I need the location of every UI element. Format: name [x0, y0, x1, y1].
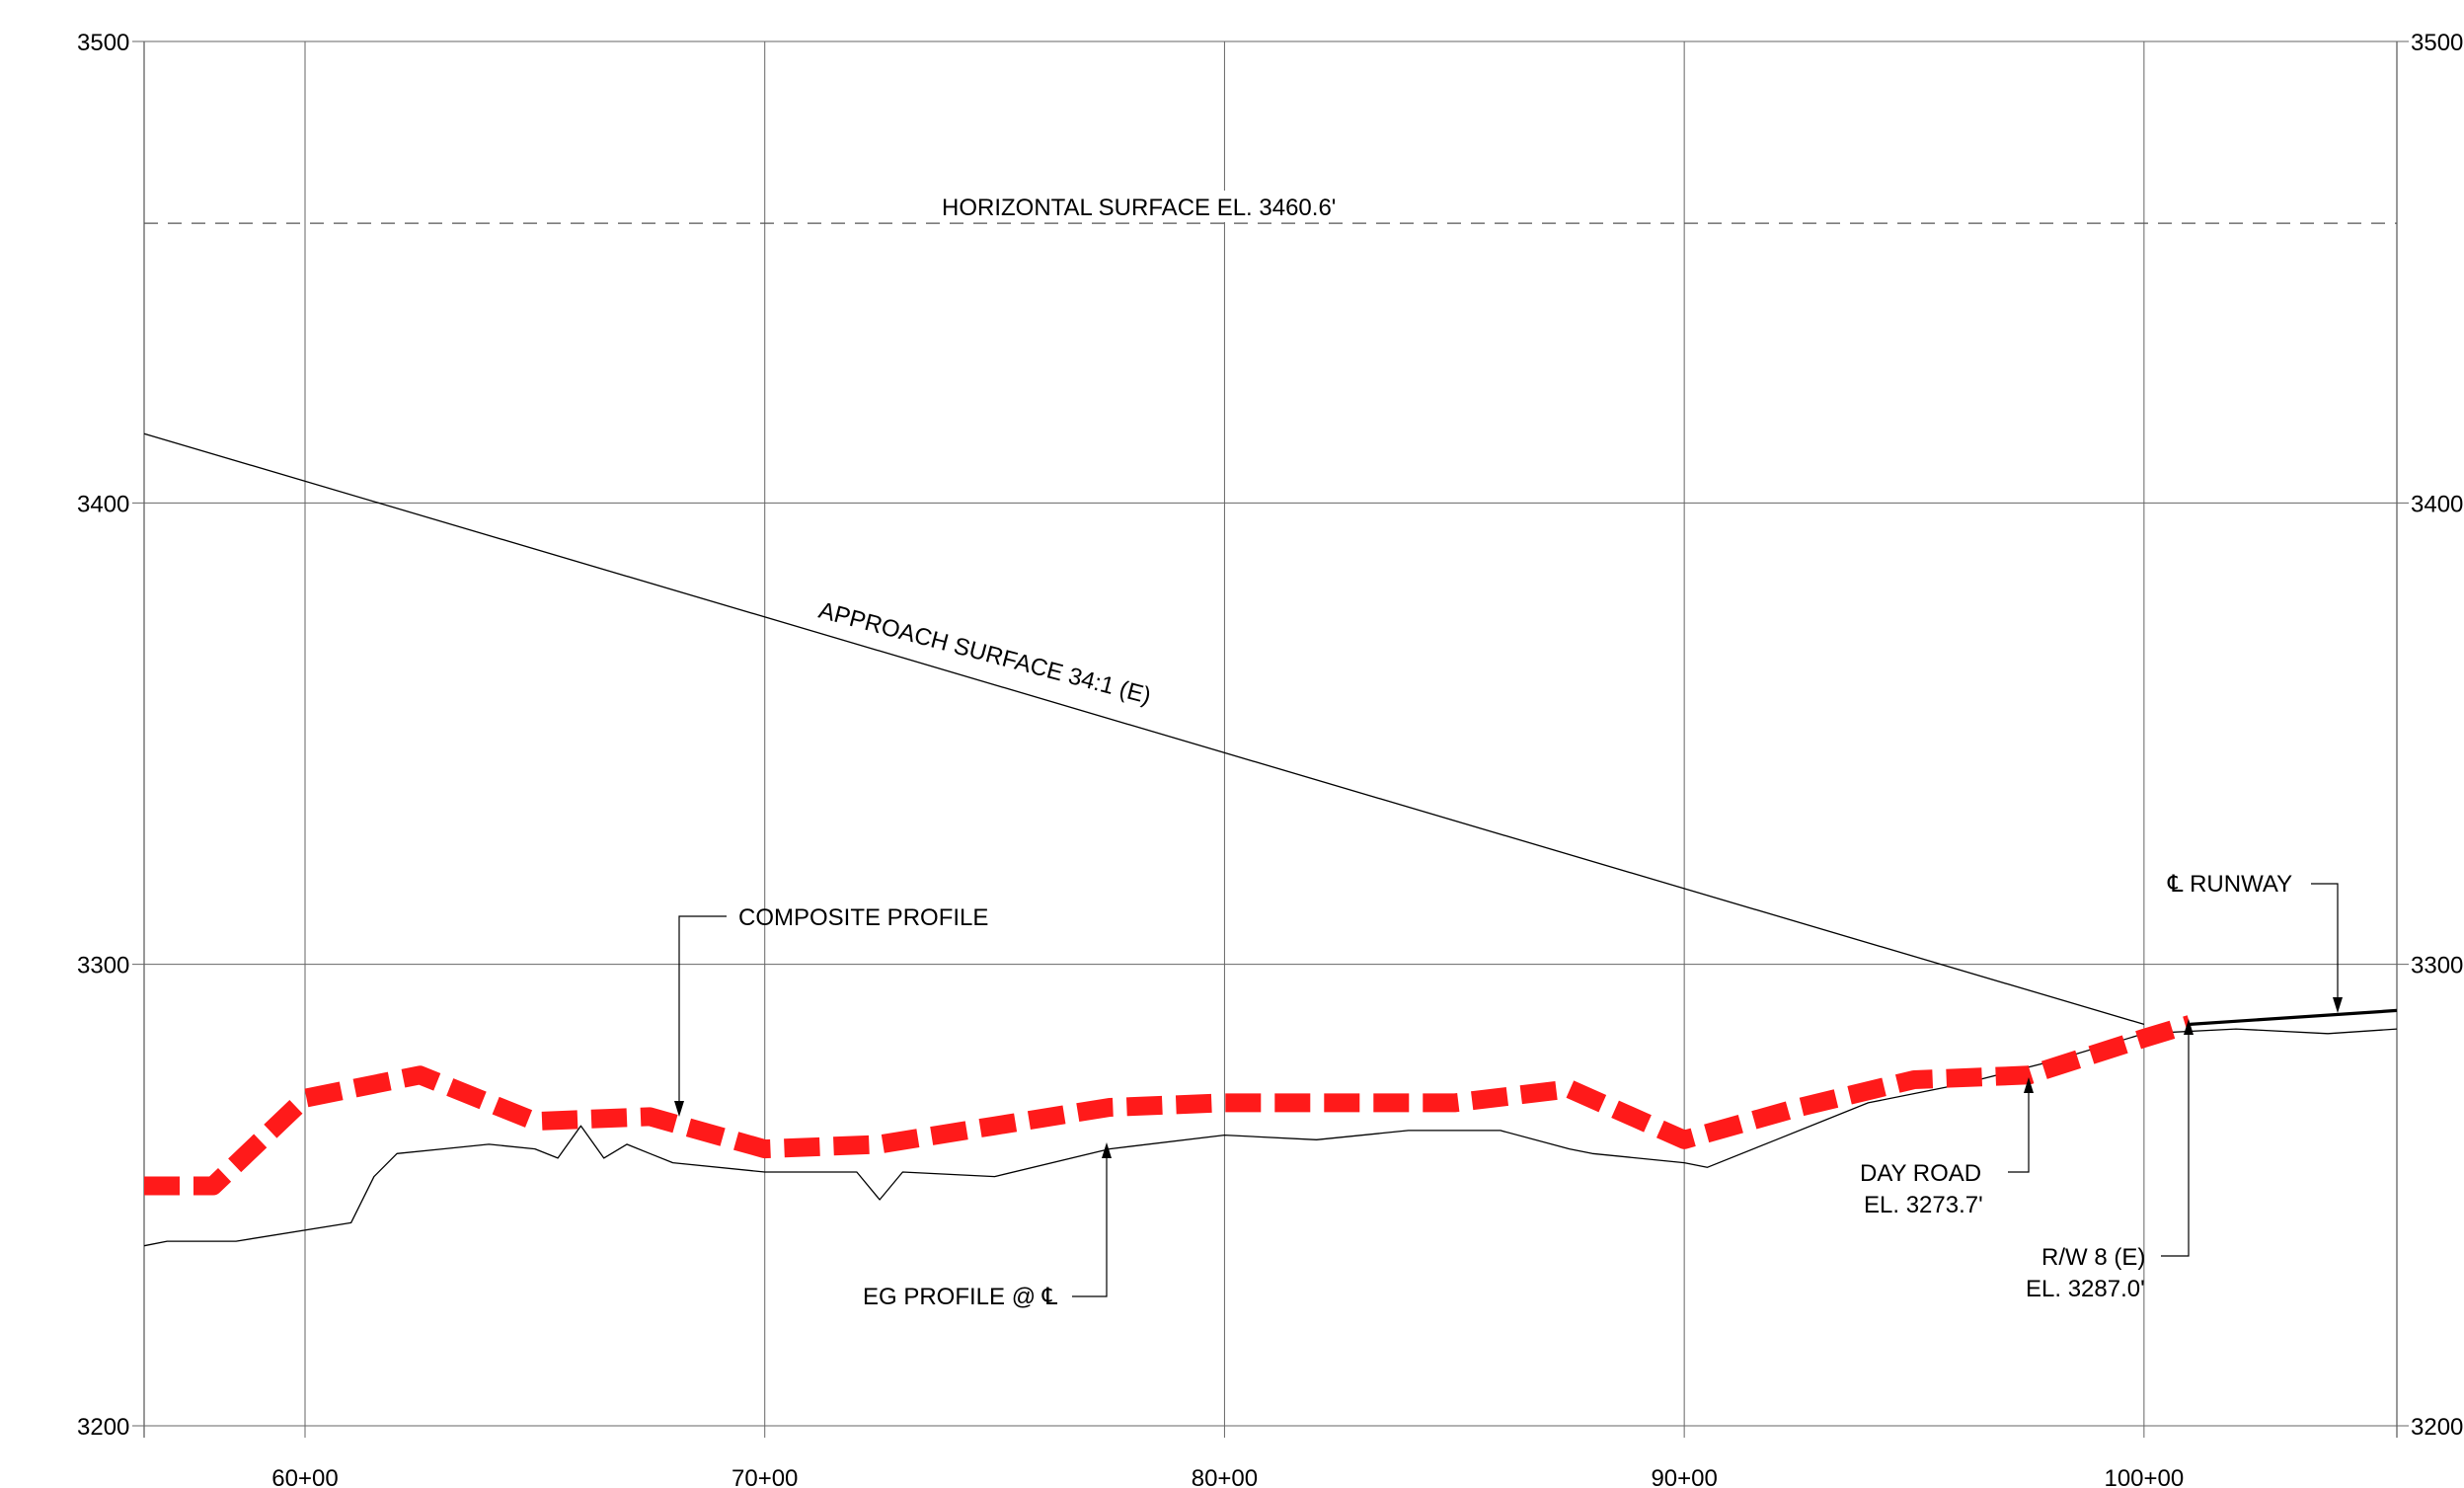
tick-labels: 3200 3200 3300 3300 3400 3400 3500 3500 60+00 70+… [77, 30, 2463, 1488]
horizontal-surface-annotation: HORIZONTAL SURFACE EL. 3460.6' [939, 191, 1381, 222]
horizontal-surface-label-bg [939, 191, 1381, 222]
y-tick-label-right: 3300 [2411, 953, 2463, 979]
composite-profile-annotation: COMPOSITE PROFILE [674, 904, 988, 1117]
day-road-leader-line [2008, 1081, 2030, 1173]
series-eg-line [143, 1028, 2398, 1247]
x-tick-label: 80+00 [1192, 1465, 1258, 1488]
series-runway-line [2190, 1008, 2398, 1026]
y-tick-label: 3500 [77, 30, 129, 56]
day-road-leader-arrow [2024, 1077, 2034, 1093]
y-tick-label: 3300 [77, 953, 129, 979]
runway-label: ℄ RUNWAY [2167, 871, 2292, 898]
x-tick-label: 100+00 [2104, 1465, 2184, 1488]
runway-leader-arrow [2333, 997, 2343, 1013]
eg-profile-annotation: EG PROFILE @ ℄ [863, 1142, 1112, 1310]
composite-profile-label: COMPOSITE PROFILE [738, 904, 988, 931]
x-tick-label: 90+00 [1651, 1465, 1717, 1488]
rw-leader-line [2161, 1023, 2190, 1257]
y-tick-label-right: 3200 [2411, 1414, 2463, 1441]
grid [132, 40, 2409, 1438]
runway-leader-line [2311, 883, 2339, 1009]
y-tick-label-right: 3500 [2411, 30, 2463, 56]
runway-annotation: ℄ RUNWAY [2167, 871, 2343, 1013]
day-road-label: DAY ROAD [1860, 1160, 1981, 1187]
eg-leader-arrow [1102, 1142, 1112, 1158]
x-tick-label: 70+00 [732, 1465, 798, 1488]
composite-leader-line [678, 915, 727, 1113]
y-tick-label-right: 3400 [2411, 491, 2463, 517]
horizontal-surface-label: HORIZONTAL SURFACE EL. 3460.6' [942, 195, 1336, 221]
rw-annotation: R/W 8 (E) EL. 3287.0' [2026, 1019, 2194, 1302]
eg-leader-line [1072, 1146, 1108, 1297]
rw-label: R/W 8 (E) [2041, 1244, 2145, 1271]
rw-leader-arrow [2184, 1019, 2194, 1035]
day-road-elevation: EL. 3273.7' [1864, 1192, 1983, 1218]
composite-leader-arrow [674, 1101, 684, 1117]
y-tick-label: 3400 [77, 491, 129, 517]
y-tick-label: 3200 [77, 1414, 129, 1441]
series-approach-line [143, 432, 2145, 1026]
rw-elevation: EL. 3287.0' [2026, 1276, 2145, 1302]
x-tick-label: 60+00 [271, 1465, 338, 1488]
day-road-annotation: DAY ROAD EL. 3273.7' [1860, 1077, 2034, 1218]
eg-profile-label: EG PROFILE @ ℄ [863, 1284, 1058, 1310]
series-layer [143, 222, 2398, 1247]
